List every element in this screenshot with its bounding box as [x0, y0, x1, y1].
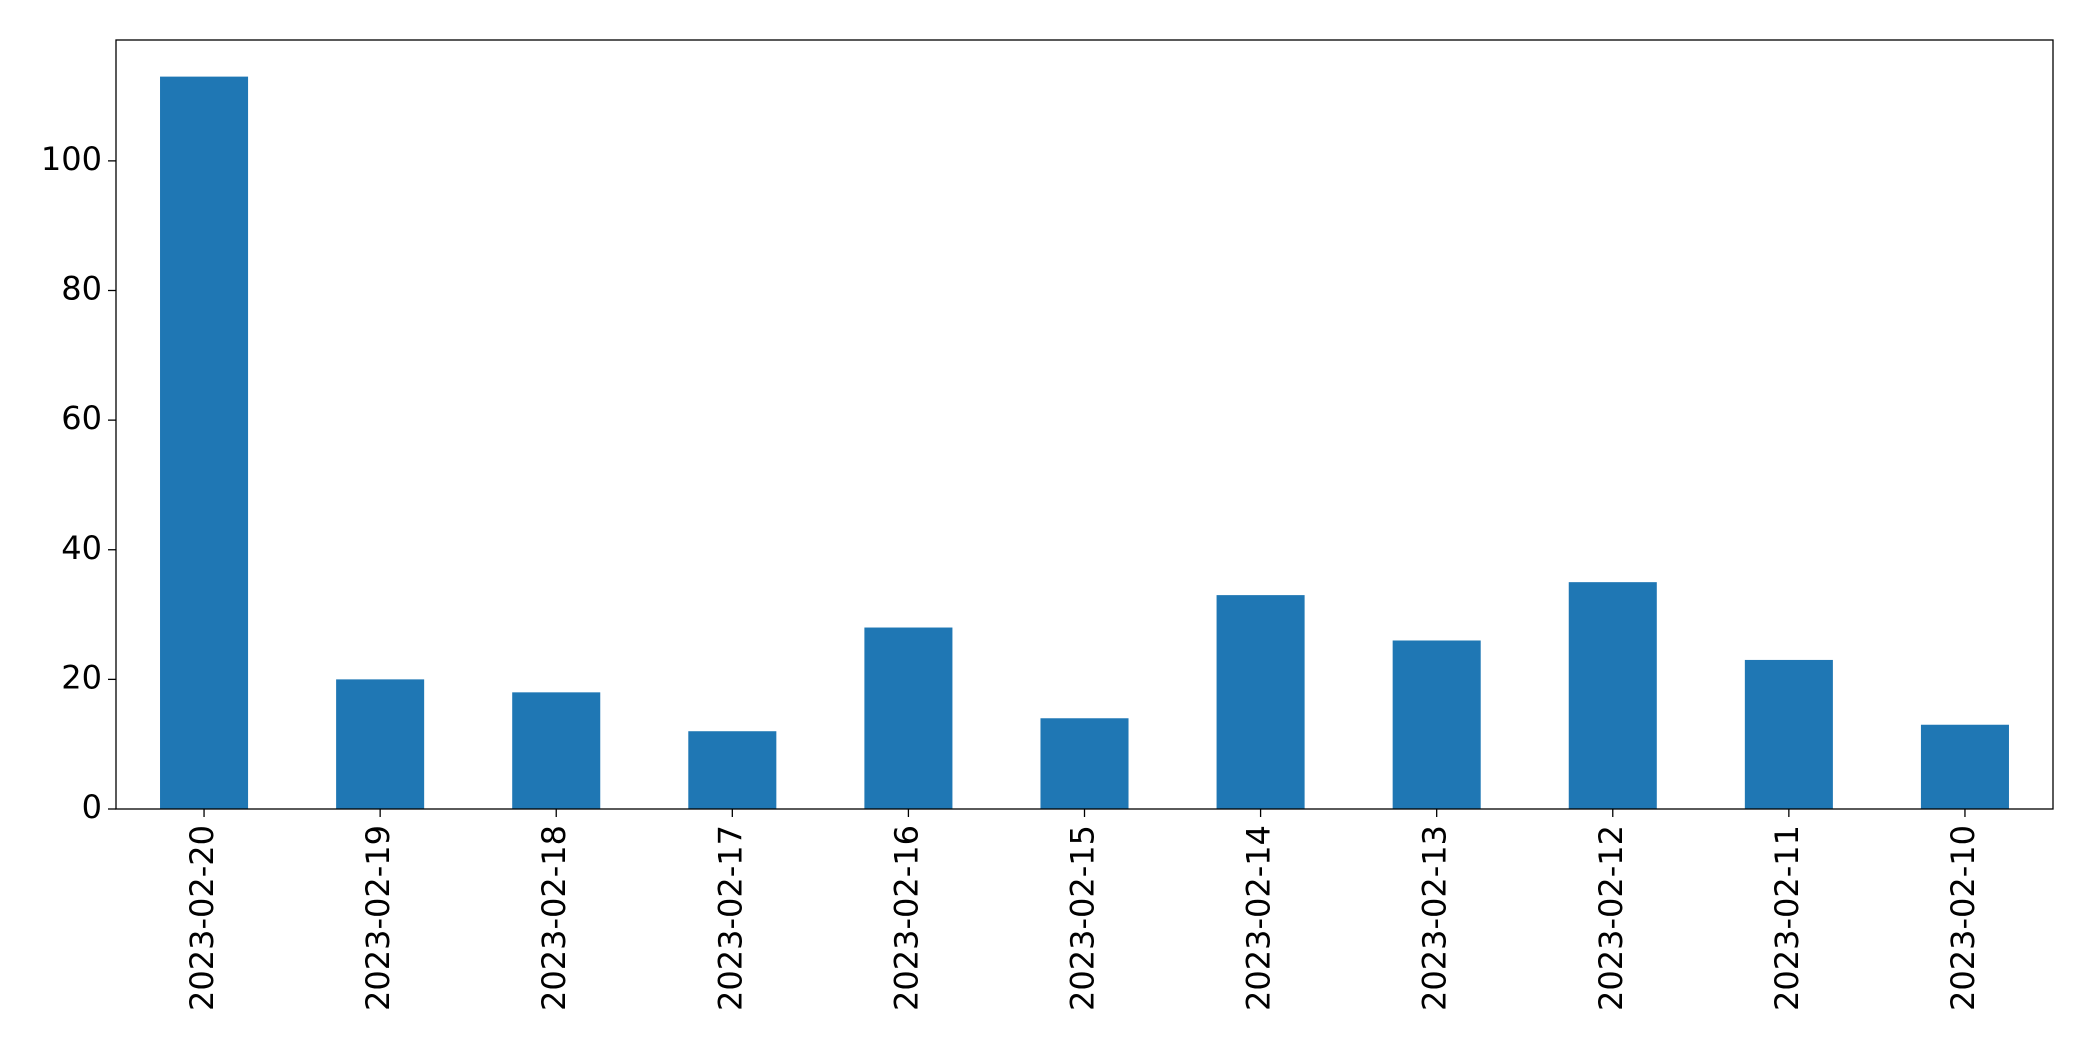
x-tick-label: 2023-02-18	[535, 825, 573, 1011]
bar	[160, 76, 249, 810]
x-tick-label: 2023-02-14	[1240, 825, 1278, 1011]
x-tick-label: 2023-02-10	[1944, 825, 1982, 1011]
x-tick-label: 2023-02-15	[1064, 825, 1102, 1011]
x-tick-label: 2023-02-20	[183, 825, 221, 1011]
axes-frame	[115, 39, 2054, 810]
x-tick-label: 2023-02-12	[1592, 825, 1630, 1011]
x-tick-label: 2023-02-13	[1416, 825, 1454, 1011]
bar	[1392, 640, 1481, 809]
y-tick-label: 40	[61, 529, 102, 567]
bar	[512, 692, 601, 809]
bar	[864, 627, 953, 809]
bar	[688, 731, 777, 809]
bar	[1040, 718, 1129, 809]
bar	[1744, 659, 1833, 809]
x-tick-label: 2023-02-17	[711, 825, 749, 1011]
bar	[336, 679, 425, 809]
y-tick-label: 60	[61, 399, 102, 437]
x-tick-label: 2023-02-19	[359, 825, 397, 1011]
bar	[1568, 582, 1657, 809]
y-tick-label: 20	[61, 658, 102, 696]
y-tick-label: 0	[82, 788, 102, 826]
bar	[1216, 595, 1305, 809]
x-tick-label: 2023-02-16	[887, 825, 925, 1011]
bar	[1920, 724, 2009, 809]
y-tick-label: 100	[41, 140, 102, 178]
x-tick-label: 2023-02-11	[1768, 825, 1806, 1011]
y-tick-label: 80	[61, 270, 102, 308]
